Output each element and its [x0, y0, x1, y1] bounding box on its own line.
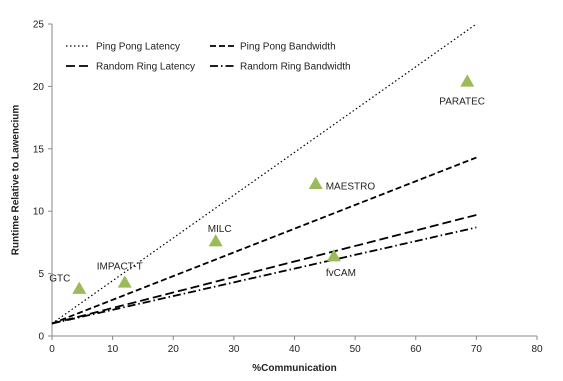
- x-tick-label: 30: [228, 344, 240, 355]
- x-tick-label: 50: [350, 344, 362, 355]
- x-tick-label: 0: [49, 344, 55, 355]
- x-tick-label: 80: [531, 344, 543, 355]
- series-lines: [51, 23, 477, 325]
- point-label: MAESTRO: [326, 182, 376, 193]
- data-point: [326, 249, 341, 262]
- x-tick-label: 10: [107, 344, 119, 355]
- y-tick-label: 5: [38, 269, 44, 280]
- data-point: [72, 281, 87, 294]
- y-tick-label: 25: [33, 20, 45, 31]
- y-tick-label: 10: [33, 207, 45, 218]
- data-point: [308, 176, 323, 189]
- legend-label: Ping Pong Latency: [96, 42, 180, 53]
- series-line: [51, 156, 477, 325]
- legend-label: Ping Pong Bandwidth: [240, 42, 336, 53]
- y-tick-label: 0: [38, 332, 44, 343]
- point-label: MILC: [208, 224, 232, 235]
- x-axis-title: %Communication: [252, 363, 336, 374]
- series-line: [51, 226, 477, 325]
- data-point: [460, 74, 475, 87]
- data-points: GTC IMPACT-T MILC MAESTRO fvCAM PARATEC: [49, 74, 485, 294]
- legend: Ping Pong Latency Ping Pong Bandwidth Rand…: [66, 42, 351, 73]
- x-tick-label: 40: [289, 344, 301, 355]
- point-label: IMPACT-T: [97, 261, 143, 272]
- x-tick-label: 20: [168, 344, 180, 355]
- series-line: [51, 214, 477, 325]
- point-label: fvCAM: [326, 268, 356, 279]
- plot-area: 0 10 20 30 40 50 60 70 80 0 5 10 15 20 25: [33, 20, 543, 356]
- series-line: [51, 23, 477, 325]
- y-tick-label: 20: [33, 82, 45, 93]
- y-tick-label: 15: [33, 144, 45, 155]
- point-label: PARATEC: [439, 96, 485, 107]
- point-label: GTC: [49, 274, 70, 285]
- x-tick-label: 60: [410, 344, 422, 355]
- y-axis-title: Runtime Relative to Lawencium: [11, 105, 22, 256]
- data-point: [208, 234, 223, 247]
- legend-label: Random Ring Latency: [96, 62, 195, 73]
- data-point: [117, 275, 132, 288]
- x-tick-label: 70: [471, 344, 483, 355]
- legend-label: Random Ring Bandwidth: [240, 62, 351, 73]
